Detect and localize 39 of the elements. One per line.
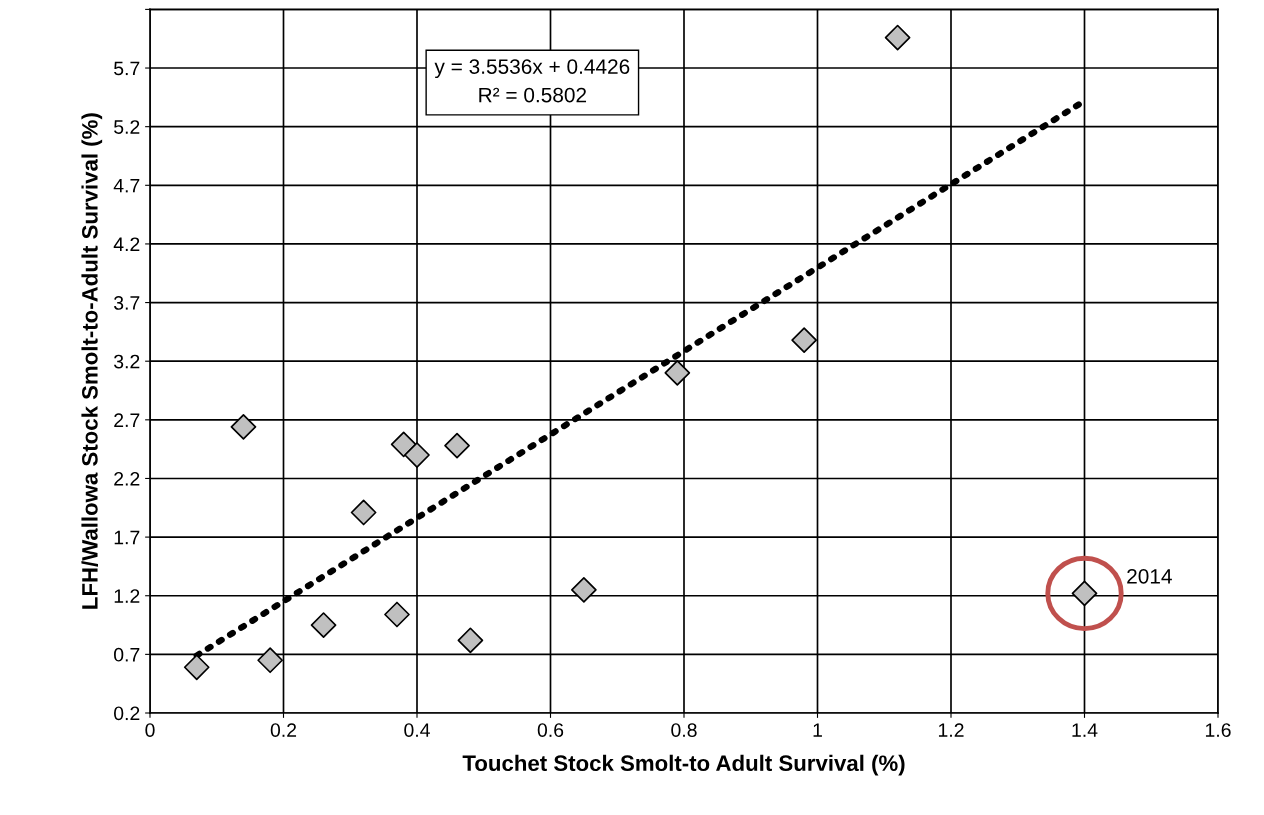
point — [404, 442, 430, 468]
point — [884, 24, 911, 51]
y-tick-label: 1.7 — [114, 530, 140, 545]
point — [664, 360, 691, 386]
x-tick-label: 1.4 — [1072, 723, 1098, 737]
point — [457, 627, 484, 654]
point — [390, 431, 417, 458]
y-tick-label: 3.7 — [113, 296, 140, 310]
x-tick-label: 0.4 — [404, 723, 430, 737]
point — [791, 327, 818, 353]
y-axis-title: LFH/Wallowa Stock Smolt-to-Adult Survival (%) — [81, 113, 103, 609]
point — [444, 432, 470, 459]
point — [350, 499, 377, 526]
x-tick-label: 0.6 — [537, 723, 564, 737]
point — [183, 654, 210, 681]
point — [384, 601, 410, 628]
point — [257, 647, 284, 674]
x-tick-label: 0 — [145, 723, 155, 737]
x-tick-label: 0.8 — [671, 723, 697, 737]
y-tick-label: 0.7 — [114, 647, 140, 662]
x-tick-label: 1.6 — [1205, 723, 1231, 737]
point — [571, 577, 597, 603]
annotation: 2014 — [1127, 568, 1172, 584]
annotation: y = 3.5536x + 0.4426 R² = 0.5802 — [434, 59, 630, 103]
x-axis-title: Touchet Stock Smolt-to Adult Survival (%) — [462, 754, 905, 776]
y-tick-label: 5.7 — [114, 61, 140, 76]
x-tick-label: 1.2 — [938, 723, 964, 737]
x-tick-label: 0.2 — [270, 723, 297, 737]
y-tick-label: 4.2 — [113, 237, 140, 251]
point — [230, 414, 257, 440]
y-tick-label: 1.2 — [114, 589, 140, 603]
point — [310, 612, 337, 638]
x-tick-label: 1 — [813, 723, 822, 737]
y-tick-label: 5.2 — [114, 120, 140, 134]
y-tick-label: 0.2 — [114, 706, 140, 721]
y-tick-label: 4.7 — [113, 178, 140, 193]
y-tick-label: 2.7 — [114, 413, 140, 427]
y-tick-label: 3.2 — [113, 354, 140, 369]
y-tick-label: 2.2 — [114, 471, 140, 486]
